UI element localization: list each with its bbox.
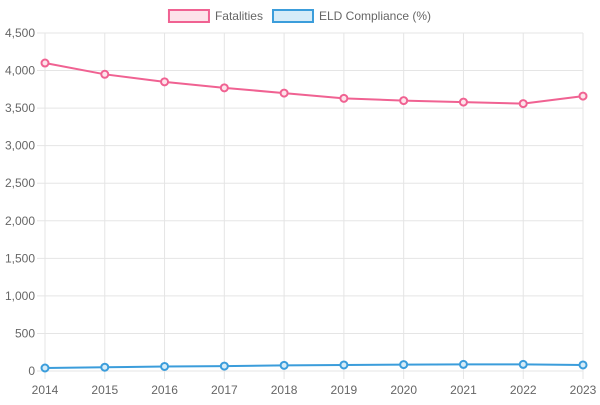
x-tick-label: 2022 [510,383,537,397]
data-point [40,58,50,68]
data-point [160,361,170,371]
legend-label: ELD Compliance (%) [319,9,431,23]
legend-swatch [271,9,314,23]
data-point [40,363,50,373]
data-point [339,93,349,103]
x-axis: 2014 2015 2016 2017 2018 2019 2020 2021 2022 2023 [32,383,597,397]
data-point [518,359,528,369]
data-point [100,69,110,79]
y-tick-label: 4,000 [5,64,35,78]
x-tick-label: 2021 [450,383,477,397]
data-point [100,362,110,372]
series-layer [40,58,588,373]
data-point [279,360,289,370]
series-line [44,62,584,105]
y-tick-label: 3,500 [5,101,35,115]
y-tick-label: 500 [15,326,35,340]
y-axis: 0 500 1,000 1,500 2,000 2,500 3,000 3,500 4,000 4… [5,26,35,378]
x-tick-label: 2018 [271,383,298,397]
y-tick-label: 3,000 [5,139,35,153]
x-tick-label: 2023 [570,383,597,397]
x-tick-label: 2014 [32,383,59,397]
data-point [399,96,409,106]
data-point [219,83,229,93]
x-tick-label: 2020 [390,383,417,397]
legend: Fatalities ELD Compliance (%) [167,9,431,23]
y-tick-label: 2,000 [5,214,35,228]
data-point [399,360,409,370]
x-tick-label: 2015 [91,383,118,397]
y-tick-label: 4,500 [5,26,35,40]
y-tick-label: 1,000 [5,289,35,303]
x-tick-label: 2017 [211,383,238,397]
grid-lines [37,32,584,379]
data-point [279,88,289,98]
data-point [458,359,468,369]
y-tick-label: 0 [28,364,35,378]
legend-label: Fatalities [215,9,263,23]
data-point [578,360,588,370]
data-point [518,99,528,109]
legend-swatch [167,9,210,23]
data-point [160,77,170,87]
data-point [219,361,229,371]
y-tick-label: 1,500 [5,251,35,265]
y-tick-label: 2,500 [5,176,35,190]
x-tick-label: 2016 [151,383,178,397]
data-point [458,97,468,107]
data-point [339,360,349,370]
x-tick-label: 2019 [331,383,358,397]
series-line [44,363,584,369]
data-point [578,91,588,101]
